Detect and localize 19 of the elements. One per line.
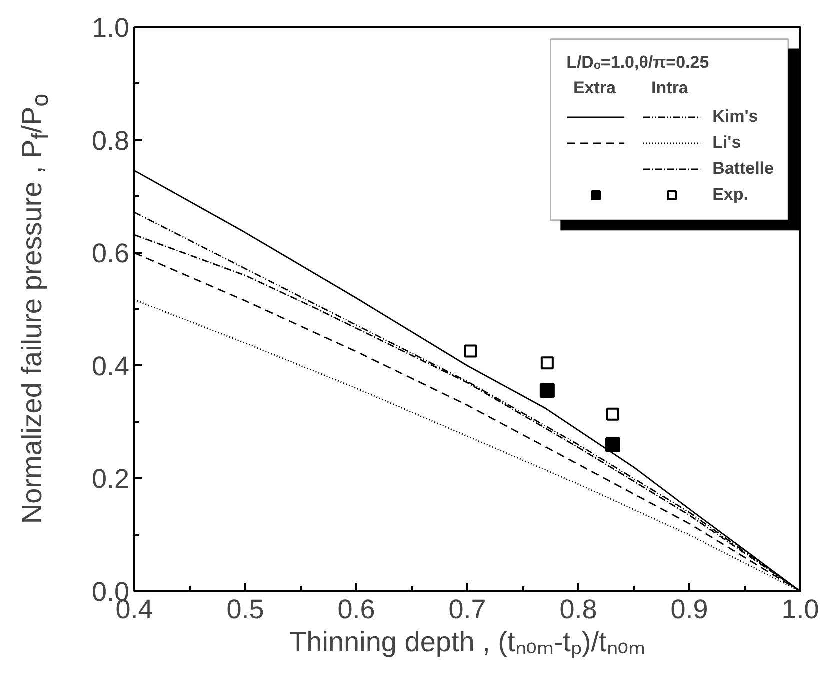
- y-tick-label: 0.8: [92, 126, 130, 156]
- legend-label: Exp.: [712, 185, 748, 205]
- y-tick-label: 1.0: [92, 13, 130, 43]
- x-tick-label: 0.7: [448, 594, 486, 624]
- annotation: Intra: [652, 78, 689, 98]
- legend-label: Battelle: [712, 159, 774, 179]
- x-tick-label: 0.9: [670, 594, 708, 624]
- x-tick-label: 1.0: [782, 594, 820, 624]
- x-axis-title: Thinning depth , (tₙₒₘ-tₚ)/tₙₒₘ: [290, 626, 646, 658]
- x-tick-label: 0.8: [560, 594, 598, 624]
- y-tick-label: 0.2: [92, 464, 130, 494]
- y-tick-label: 0.6: [92, 238, 130, 269]
- legend-label: Kim's: [712, 107, 758, 127]
- x-tick-label: 0.5: [226, 594, 264, 624]
- legend-label: Li's: [712, 133, 742, 153]
- y-tick-label: 0.4: [92, 351, 130, 382]
- x-tick-label: 0.6: [338, 594, 376, 624]
- legend-title: L/Dₒ=1.0,θ/π=0.25: [566, 53, 710, 73]
- annotation: Extra: [573, 78, 617, 98]
